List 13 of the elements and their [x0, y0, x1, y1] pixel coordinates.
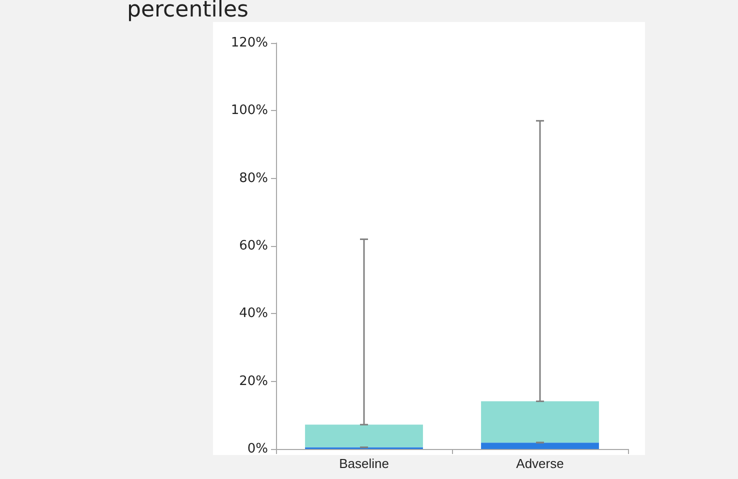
- y-tick-label: 20%: [239, 374, 268, 389]
- y-tick-label: 40%: [239, 306, 268, 322]
- y-tick-label: 100%: [230, 103, 268, 118]
- y-tick-label: 60%: [239, 238, 268, 254]
- y-tick-label: 80%: [239, 170, 268, 186]
- x-tick-label: Baseline: [339, 456, 389, 471]
- bar: [305, 424, 423, 448]
- x-tick-label: Adverse: [516, 456, 564, 471]
- bar: [481, 442, 599, 449]
- y-tick-label: 0%: [247, 442, 268, 456]
- y-tick-label: 120%: [230, 36, 268, 50]
- chart-title: percentiles: [127, 0, 248, 22]
- bar: [481, 401, 599, 443]
